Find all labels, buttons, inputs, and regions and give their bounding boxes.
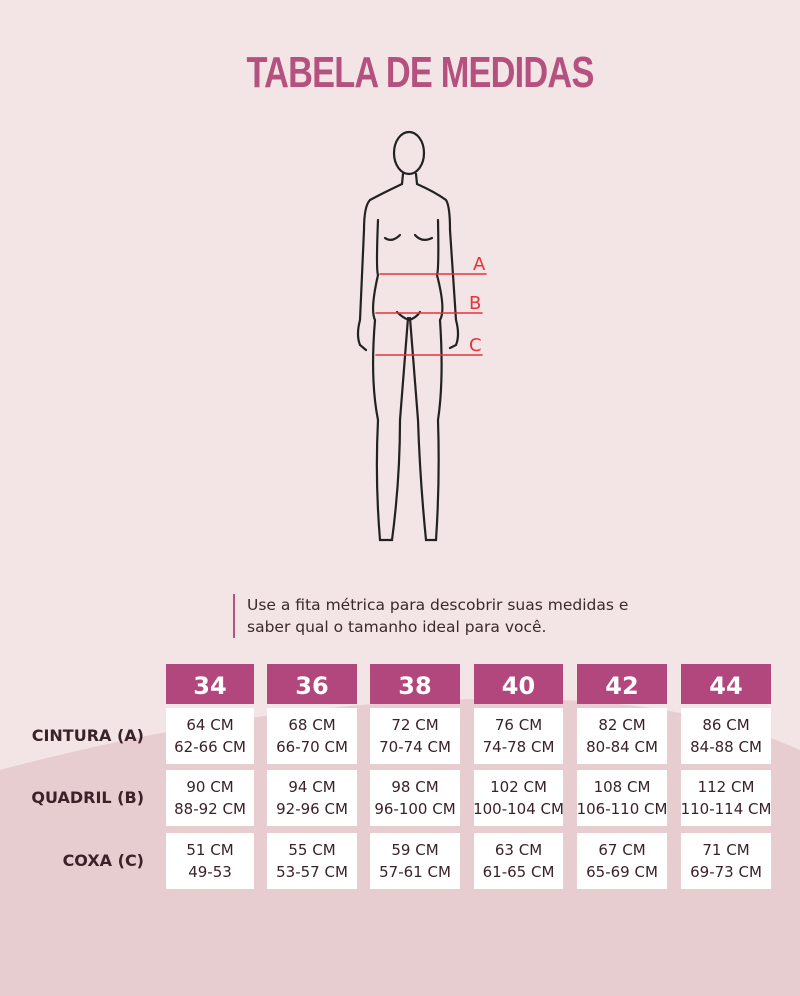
table-cell: 68 CM 66-70 CM bbox=[263, 708, 361, 764]
table-cell: 72 CM 70-74 CM bbox=[366, 708, 464, 764]
measure-value: 90 CM bbox=[186, 778, 234, 796]
marker-a: A bbox=[473, 254, 486, 275]
table-cell: 98 CM 96-100 CM bbox=[366, 770, 464, 826]
measure-range: 69-73 CM bbox=[690, 863, 762, 881]
table-cell: 64 CM 62-66 CM bbox=[162, 708, 258, 764]
measure-range: 70-74 CM bbox=[379, 738, 451, 756]
cell-bg bbox=[166, 708, 254, 764]
table-cell: 71 CM 69-73 CM bbox=[677, 833, 775, 889]
measure-range: 65-69 CM bbox=[586, 863, 658, 881]
cell-bg bbox=[577, 708, 667, 764]
tip-line: Use a fita métrica para descobrir suas m… bbox=[247, 596, 629, 614]
size-header-40: 40 bbox=[474, 664, 563, 704]
measure-range: 66-70 CM bbox=[276, 738, 348, 756]
table-cell: 94 CM 92-96 CM bbox=[263, 770, 361, 826]
size-header-42: 42 bbox=[577, 664, 667, 704]
measure-range: 96-100 CM bbox=[374, 800, 456, 818]
measure-value: 76 CM bbox=[494, 716, 543, 734]
cell-bg bbox=[474, 770, 563, 826]
measure-range: 74-78 CM bbox=[482, 738, 555, 756]
table-cell: 108 CM 106-110 CM bbox=[573, 770, 671, 826]
size-header-38: 38 bbox=[370, 664, 460, 704]
measure-value: 94 CM bbox=[288, 778, 336, 796]
row-label: CINTURA (A) bbox=[31, 726, 144, 745]
cell-bg bbox=[577, 770, 667, 826]
cell-bg bbox=[474, 833, 563, 889]
measure-range: 49-53 bbox=[188, 863, 232, 881]
measuring-tip: Use a fita métrica para descobrir suas m… bbox=[233, 594, 628, 638]
cell-bg bbox=[370, 708, 460, 764]
row-label: COXA (C) bbox=[62, 851, 144, 870]
measure-value: 108 CM bbox=[593, 778, 651, 796]
table-cell: 76 CM 74-78 CM bbox=[470, 708, 567, 764]
cell-bg bbox=[267, 708, 357, 764]
measure-range: 106-110 CM bbox=[576, 800, 668, 818]
measure-value: 98 CM bbox=[391, 778, 439, 796]
measure-range: 110-114 CM bbox=[680, 800, 772, 818]
cell-bg bbox=[267, 833, 357, 889]
table-cell: 67 CM 65-69 CM bbox=[573, 833, 671, 889]
size-header-34: 34 bbox=[166, 664, 254, 704]
cell-bg bbox=[166, 770, 254, 826]
body-figure-illustration: A B C bbox=[356, 130, 487, 542]
measure-value: 112 CM bbox=[697, 778, 755, 796]
measure-range: 84-88 CM bbox=[690, 738, 762, 756]
row-label: QUADRIL (B) bbox=[31, 788, 144, 807]
measure-value: 55 CM bbox=[288, 841, 336, 859]
cell-bg bbox=[370, 833, 460, 889]
measure-value: 86 CM bbox=[702, 716, 750, 734]
measure-range: 62-66 CM bbox=[174, 738, 246, 756]
cell-bg bbox=[370, 770, 460, 826]
measure-value: 64 CM bbox=[186, 716, 234, 734]
cell-bg bbox=[166, 833, 254, 889]
table-cell: 63 CM 61-65 CM bbox=[470, 833, 567, 889]
measure-value: 71 CM bbox=[702, 841, 750, 859]
table-cell: 90 CM 88-92 CM bbox=[162, 770, 258, 826]
measure-value: 59 CM bbox=[391, 841, 439, 859]
measure-range: 53-57 CM bbox=[276, 863, 348, 881]
table-cell: 86 CM 84-88 CM bbox=[677, 708, 775, 764]
measure-value: 72 CM bbox=[391, 716, 439, 734]
measure-range: 61-65 CM bbox=[482, 863, 555, 881]
cell-bg bbox=[681, 833, 771, 889]
marker-c: C bbox=[469, 335, 482, 356]
measure-value: 63 CM bbox=[494, 841, 543, 859]
table-cell: 102 CM 100-104 CM bbox=[470, 770, 567, 826]
measure-value: 51 CM bbox=[186, 841, 234, 859]
cell-bg bbox=[577, 833, 667, 889]
tip-line: saber qual o tamanho ideal para você. bbox=[247, 618, 547, 636]
measure-value: 82 CM bbox=[598, 716, 646, 734]
table-cell: 51 CM 49-53 bbox=[162, 833, 258, 889]
cell-bg bbox=[681, 708, 771, 764]
measure-value: 67 CM bbox=[598, 841, 646, 859]
measure-range: 100-104 CM bbox=[473, 800, 564, 818]
cell-bg bbox=[474, 708, 563, 764]
size-header-44: 44 bbox=[681, 664, 771, 704]
cell-bg bbox=[267, 770, 357, 826]
cell-bg bbox=[681, 770, 771, 826]
measure-value: 68 CM bbox=[288, 716, 336, 734]
table-cell: 112 CM 110-114 CM bbox=[677, 770, 775, 826]
measure-range: 92-96 CM bbox=[276, 800, 348, 818]
measure-range: 80-84 CM bbox=[586, 738, 658, 756]
marker-b: B bbox=[469, 293, 481, 314]
size-header-36: 36 bbox=[267, 664, 357, 704]
measure-range: 88-92 CM bbox=[174, 800, 246, 818]
measure-value: 102 CM bbox=[490, 778, 547, 796]
table-cell: 82 CM 80-84 CM bbox=[573, 708, 671, 764]
measure-range: 57-61 CM bbox=[379, 863, 451, 881]
table-cell: 55 CM 53-57 CM bbox=[263, 833, 361, 889]
table-cell: 59 CM 57-61 CM bbox=[366, 833, 464, 889]
page-title: TABELA DE MEDIDAS bbox=[246, 48, 594, 97]
